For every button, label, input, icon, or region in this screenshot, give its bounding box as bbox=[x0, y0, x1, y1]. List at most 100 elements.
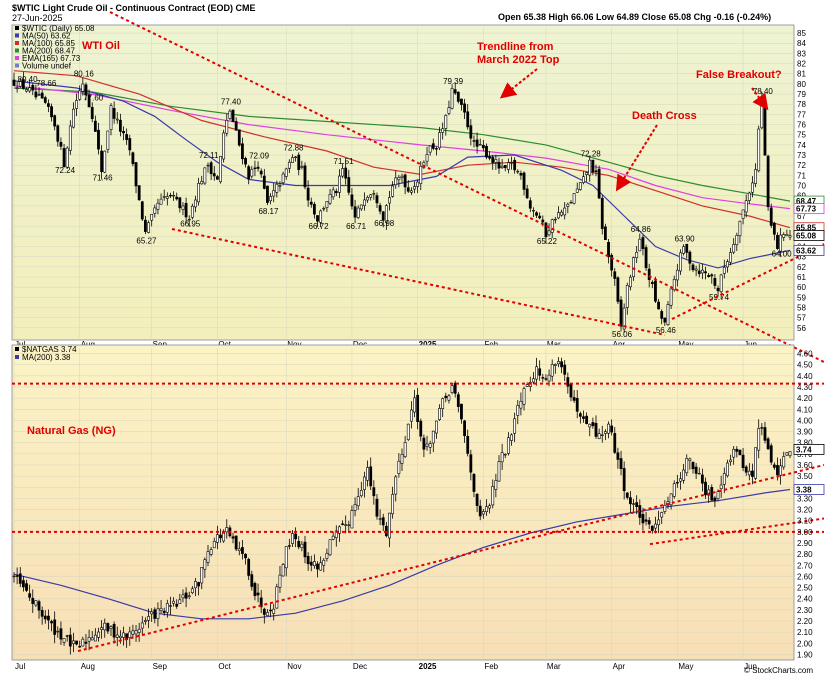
candle-body bbox=[641, 237, 645, 250]
candle-body bbox=[453, 89, 457, 94]
candle-body bbox=[751, 470, 754, 477]
month-tick-label: Feb bbox=[484, 662, 498, 671]
candle-body bbox=[309, 201, 313, 205]
candle-body bbox=[253, 167, 257, 170]
candle-body bbox=[316, 563, 319, 570]
candle-body bbox=[47, 103, 50, 107]
candle-body bbox=[225, 120, 229, 134]
candle-body bbox=[103, 622, 107, 631]
candle-body bbox=[578, 413, 582, 417]
candle-body bbox=[90, 106, 94, 120]
month-tick-label: May bbox=[678, 662, 693, 671]
candle-body bbox=[682, 246, 686, 254]
peak-value-label: 65.27 bbox=[136, 237, 157, 246]
candle-body bbox=[735, 448, 739, 452]
candle-body bbox=[128, 138, 132, 151]
candle-body bbox=[341, 523, 344, 525]
candle-body bbox=[269, 609, 272, 612]
candle-body bbox=[735, 235, 739, 246]
price-tick-label: 4.60 bbox=[797, 350, 813, 359]
candle-body bbox=[394, 177, 398, 186]
candle-body bbox=[341, 168, 344, 177]
candle-body bbox=[178, 599, 182, 604]
month-tick-label: May bbox=[678, 340, 693, 349]
candle-body bbox=[428, 145, 432, 153]
candle-body bbox=[37, 94, 41, 96]
peak-value-label: 66.98 bbox=[374, 219, 395, 228]
price-tick-label: 4.30 bbox=[797, 383, 813, 392]
candle-body bbox=[197, 183, 201, 203]
candle-body bbox=[607, 242, 610, 258]
candle-body bbox=[47, 615, 50, 621]
candle-body bbox=[672, 279, 676, 291]
candle-body bbox=[237, 129, 241, 146]
price-tick-label: 2.60 bbox=[797, 572, 813, 581]
candle-body bbox=[635, 251, 639, 258]
candle-body bbox=[494, 159, 498, 163]
candle-body bbox=[21, 580, 25, 588]
candle-body bbox=[638, 238, 642, 252]
candle-body bbox=[75, 640, 78, 645]
candle-body bbox=[241, 547, 244, 554]
candle-body bbox=[256, 166, 260, 169]
candle-body bbox=[704, 271, 707, 274]
candle-body bbox=[153, 609, 157, 619]
oil-candles bbox=[12, 71, 792, 333]
candle-body bbox=[729, 459, 732, 463]
candle-body bbox=[303, 541, 307, 558]
candle-body bbox=[250, 169, 254, 177]
candle-body bbox=[184, 592, 188, 599]
candle-body bbox=[43, 615, 47, 620]
candle-body bbox=[350, 194, 354, 207]
candle-body bbox=[488, 156, 492, 159]
oil-grid bbox=[12, 28, 794, 338]
last-value-label: 63.62 bbox=[796, 246, 817, 255]
candle-body bbox=[197, 582, 201, 587]
candle-body bbox=[491, 157, 495, 163]
candle-body bbox=[475, 139, 479, 147]
candle-body bbox=[87, 637, 91, 642]
candle-body bbox=[616, 452, 620, 460]
death-cross-arrow bbox=[615, 124, 658, 192]
candle-body bbox=[156, 608, 160, 619]
candle-body bbox=[610, 254, 614, 271]
price-tick-label: 61 bbox=[797, 273, 806, 282]
price-tick-label: 59 bbox=[797, 293, 806, 302]
candle-body bbox=[378, 205, 382, 212]
candle-body bbox=[144, 620, 147, 622]
month-tick-label: Jul bbox=[15, 662, 25, 671]
candle-body bbox=[710, 274, 714, 277]
candle-body bbox=[287, 161, 291, 169]
price-tick-label: 3.50 bbox=[797, 472, 813, 481]
long-term-uptrend-line bbox=[77, 464, 825, 653]
last-value-box bbox=[793, 203, 825, 215]
candle-body bbox=[34, 600, 38, 606]
candle-body bbox=[738, 449, 742, 456]
candle-body bbox=[544, 222, 548, 238]
candle-body bbox=[266, 185, 269, 203]
candle-body bbox=[222, 532, 226, 542]
candle-body bbox=[250, 574, 254, 587]
natural-gas-label: Natural Gas (NG) bbox=[27, 425, 116, 437]
candle-body bbox=[269, 196, 272, 202]
copyright-text: © StockCharts.com bbox=[744, 666, 813, 675]
candle-body bbox=[344, 524, 348, 526]
candle-body bbox=[538, 215, 542, 219]
candle-body bbox=[438, 132, 441, 149]
candle-body bbox=[485, 145, 488, 158]
price-tick-label: 3.90 bbox=[797, 428, 813, 437]
candle-body bbox=[25, 89, 28, 92]
candle-body bbox=[622, 468, 626, 492]
peak-value-label: 59.74 bbox=[709, 293, 730, 302]
price-tick-label: 82 bbox=[797, 60, 806, 69]
candle-body bbox=[97, 129, 100, 150]
candle-body bbox=[629, 276, 632, 288]
candle-body bbox=[403, 442, 407, 458]
price-tick-label: 4.40 bbox=[797, 372, 813, 381]
candle-body bbox=[366, 197, 369, 201]
legend-entry: MA(50) 63.62 bbox=[22, 32, 71, 41]
candle-body bbox=[453, 382, 457, 394]
peak-value-label: 56.06 bbox=[612, 330, 633, 339]
candle-body bbox=[206, 551, 210, 563]
month-tick-label: Sep bbox=[153, 662, 168, 671]
